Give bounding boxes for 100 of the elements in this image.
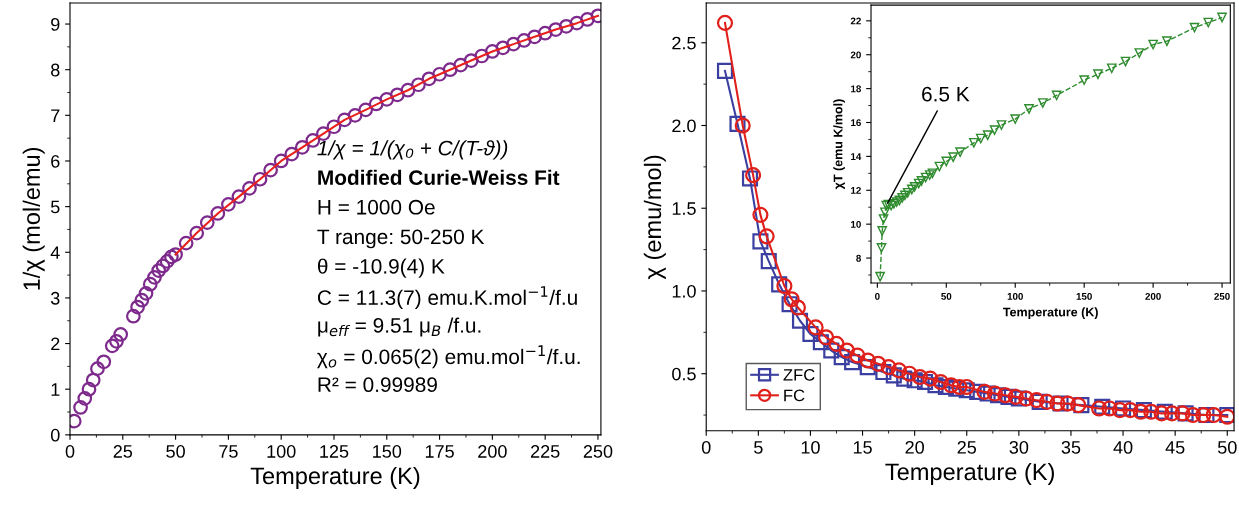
point (1059, 395, 1076, 412)
point (849, 347, 866, 364)
point (844, 354, 861, 371)
x-tick-label: 75 (219, 445, 238, 458)
annotation: H = 1000 Oe (318, 199, 435, 215)
point (823, 342, 840, 359)
x-axis-title: Temperature (K) (250, 466, 420, 489)
point (758, 228, 775, 245)
point (996, 120, 1007, 130)
point (771, 276, 788, 293)
legend-label: ZFC (783, 368, 815, 381)
x-tick-label: 150 (373, 445, 402, 458)
point (752, 206, 769, 223)
y-tick-label: 2.5 (672, 36, 696, 50)
y-tick-label: 1.0 (672, 284, 696, 298)
point (741, 170, 759, 187)
x-tick-label: 10 (801, 440, 820, 454)
point (876, 243, 887, 253)
point (760, 253, 777, 270)
x-tick-label: 200 (1145, 292, 1161, 300)
point (989, 387, 1007, 404)
point (1134, 48, 1145, 58)
point (917, 373, 934, 391)
point (789, 299, 806, 316)
point (807, 319, 824, 336)
point (989, 125, 1000, 135)
point (932, 373, 949, 391)
point (859, 352, 876, 369)
point (1205, 407, 1222, 424)
point (859, 359, 876, 376)
point (877, 226, 888, 236)
x-axis-title: Temperature (K) (885, 462, 1054, 485)
point (875, 363, 892, 381)
x-tick-label: 250 (583, 445, 613, 458)
annotation: T range: 50-250 K (317, 229, 485, 249)
y-tick-label: 2.0 (672, 119, 696, 133)
point (901, 365, 918, 382)
point (1189, 22, 1200, 33)
legend-label: FC (784, 389, 805, 402)
y-tick-label: 2 (51, 337, 60, 351)
point (911, 368, 928, 386)
x-tick-label: 150 (1076, 292, 1092, 300)
y-tick-label: 18 (851, 85, 861, 93)
point (716, 14, 734, 31)
point (1051, 90, 1062, 101)
point (1038, 393, 1056, 410)
x-tick-label: 15 (853, 441, 872, 454)
point (833, 349, 850, 366)
annotation: 1/χ = 1/(χ₀ + C/(T-ϑ)) (317, 140, 508, 160)
x-tick-label: 30 (1009, 440, 1029, 454)
point (1111, 402, 1128, 419)
y-tick-label: 20 (850, 51, 861, 59)
point (969, 137, 979, 148)
annotation: Modified Curie-Weiss Fit (318, 169, 560, 186)
point (716, 62, 734, 79)
y-tick-label: 8 (856, 254, 861, 262)
x-tick-label: 45 (1165, 441, 1185, 454)
point (1148, 39, 1158, 50)
y-tick-label: 6 (51, 154, 60, 168)
point (781, 296, 798, 313)
point (1010, 114, 1021, 124)
point (922, 370, 939, 387)
point (1162, 36, 1172, 47)
annotation: R² = 0.99989 (318, 377, 437, 393)
point (948, 152, 959, 163)
point (791, 312, 809, 329)
y-tick-label: 4 (50, 246, 60, 259)
point (969, 383, 986, 400)
x-tick-label: 0 (701, 440, 711, 454)
y-axis-title: χ (emu/mol) (643, 155, 666, 280)
point (885, 367, 902, 384)
point (875, 271, 885, 282)
y-tick-label: 3 (50, 291, 60, 305)
point (1106, 63, 1117, 74)
point (1018, 390, 1035, 407)
point (1184, 407, 1201, 424)
point (1079, 75, 1090, 86)
point (920, 172, 931, 183)
y-tick-label: 1.5 (672, 202, 696, 215)
point (838, 342, 855, 359)
x-tick-label: 175 (425, 445, 454, 458)
point (927, 377, 944, 394)
point (734, 117, 751, 134)
point (802, 325, 819, 343)
x-tick-label: 225 (531, 445, 560, 458)
y-tick-label: 1 (51, 383, 60, 396)
annotation: χ$_{o}$ = 0.065(2) emu.mol$^{−1}$/f.u. (317, 345, 580, 369)
point (934, 161, 945, 172)
x-tick-label: 40 (1113, 440, 1133, 454)
point (828, 335, 845, 352)
point (1203, 17, 1214, 28)
y-tick-label: 7 (51, 109, 60, 122)
annotation: θ = -10.9(4) K (317, 258, 445, 278)
annotation: 6.5 K (922, 86, 970, 102)
x-tick-label: 100 (267, 445, 296, 458)
annotation: C = 11.3(7) emu.K.mol$^{−1}$/f.u (317, 286, 577, 310)
point (975, 133, 986, 144)
y-tick-label: 9 (51, 17, 60, 31)
point (745, 167, 762, 184)
x-tick-label: 50 (1217, 440, 1237, 454)
